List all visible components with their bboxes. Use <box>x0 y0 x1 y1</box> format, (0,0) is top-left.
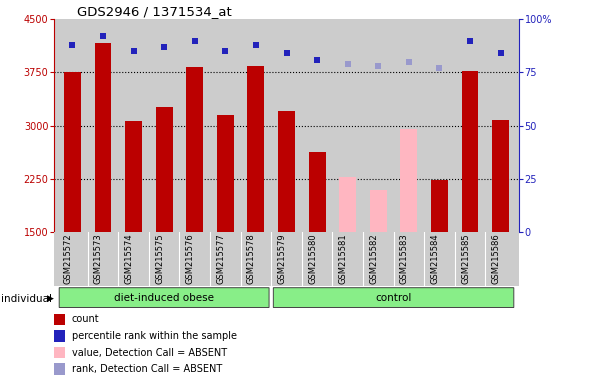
Point <box>251 42 261 48</box>
Text: GSM215574: GSM215574 <box>125 233 134 284</box>
Point <box>221 48 230 54</box>
Text: ▶: ▶ <box>47 294 53 303</box>
Text: GSM215577: GSM215577 <box>217 233 226 284</box>
Bar <box>217 115 234 232</box>
Point <box>68 42 77 48</box>
Text: value, Detection Call = ABSENT: value, Detection Call = ABSENT <box>72 348 227 358</box>
Bar <box>95 43 112 232</box>
Text: diet-induced obese: diet-induced obese <box>114 293 214 303</box>
Point <box>434 65 444 71</box>
FancyBboxPatch shape <box>59 288 269 308</box>
Point <box>160 44 169 50</box>
Text: GSM215576: GSM215576 <box>186 233 195 284</box>
Point <box>404 59 413 65</box>
Bar <box>64 72 81 232</box>
Point <box>373 63 383 69</box>
Bar <box>308 152 326 232</box>
Text: GSM215580: GSM215580 <box>308 233 317 284</box>
Text: GSM215579: GSM215579 <box>277 233 287 284</box>
Text: GSM215586: GSM215586 <box>491 233 500 284</box>
Bar <box>339 177 356 232</box>
Text: individual: individual <box>1 294 52 304</box>
FancyBboxPatch shape <box>274 288 514 308</box>
Bar <box>492 120 509 232</box>
Point <box>496 50 505 56</box>
Text: GDS2946 / 1371534_at: GDS2946 / 1371534_at <box>77 5 232 18</box>
Point <box>282 50 292 56</box>
Text: GSM215578: GSM215578 <box>247 233 256 284</box>
Text: control: control <box>376 293 412 303</box>
Bar <box>247 66 265 232</box>
Bar <box>278 111 295 232</box>
Text: GSM215581: GSM215581 <box>338 233 347 284</box>
Point <box>343 61 352 67</box>
Point <box>129 48 139 54</box>
Point <box>465 38 475 44</box>
Text: GSM215572: GSM215572 <box>64 233 73 284</box>
Text: GSM215582: GSM215582 <box>369 233 378 284</box>
Bar <box>461 71 478 232</box>
Text: percentile rank within the sample: percentile rank within the sample <box>72 331 237 341</box>
Bar <box>431 180 448 232</box>
Text: count: count <box>72 314 100 324</box>
Text: GSM215583: GSM215583 <box>400 233 409 284</box>
Bar <box>187 67 203 232</box>
Bar <box>370 190 386 232</box>
Text: GSM215575: GSM215575 <box>155 233 164 284</box>
Point <box>312 56 322 63</box>
Text: GSM215584: GSM215584 <box>430 233 439 284</box>
Bar <box>156 107 173 232</box>
Text: rank, Detection Call = ABSENT: rank, Detection Call = ABSENT <box>72 364 222 374</box>
Point <box>98 33 108 39</box>
Bar <box>125 121 142 232</box>
Point <box>190 38 200 44</box>
Bar <box>400 129 417 232</box>
Text: GSM215573: GSM215573 <box>94 233 103 284</box>
Text: GSM215585: GSM215585 <box>461 233 470 284</box>
